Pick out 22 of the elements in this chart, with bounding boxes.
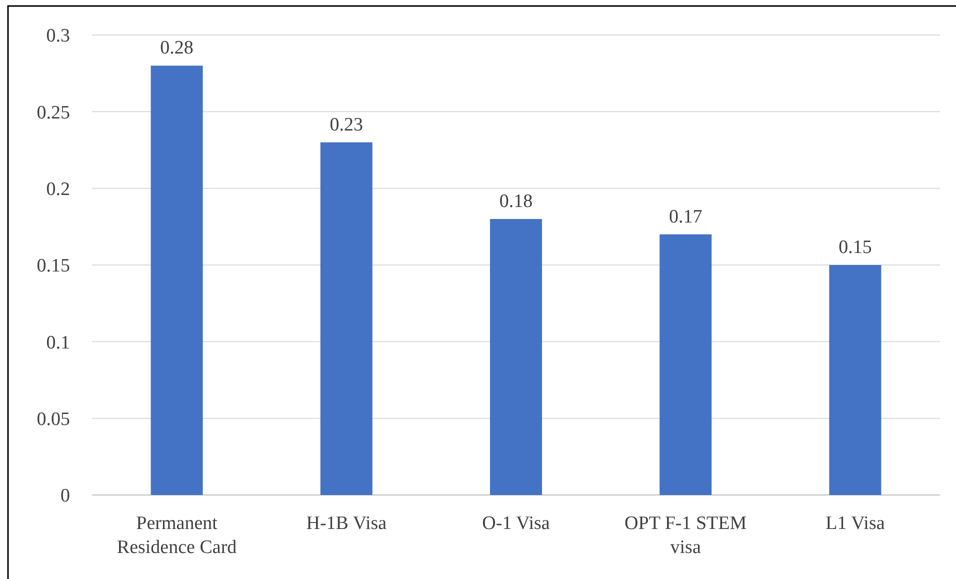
data-label: 0.17	[668, 206, 702, 228]
bar	[829, 265, 882, 495]
data-label: 0.18	[499, 191, 533, 212]
y-tick-label: 0.05	[36, 408, 70, 430]
x-tick-label: O-1 Visa	[482, 513, 550, 534]
bar	[150, 66, 203, 495]
x-tick-label: L1 Visa	[826, 513, 886, 534]
x-tick-label: Permanent Residence Card	[116, 513, 238, 558]
y-tick-label: 0.2	[46, 178, 70, 200]
y-tick-label: 0	[60, 486, 70, 507]
bar	[490, 219, 542, 495]
data-label: 0.23	[330, 114, 364, 136]
x-tick-label: OPT F-1 STEM visa	[624, 513, 747, 558]
bar	[320, 142, 372, 495]
y-tick-label: 0.3	[46, 26, 70, 47]
data-label: 0.28	[160, 38, 194, 59]
bar	[660, 234, 712, 495]
x-tick-label: H-1B Visa	[306, 513, 388, 534]
y-tick-label: 0.1	[46, 332, 70, 354]
y-tick-label: 0.25	[36, 102, 70, 124]
y-tick-label: 0.15	[36, 256, 70, 277]
data-label: 0.15	[838, 237, 872, 258]
